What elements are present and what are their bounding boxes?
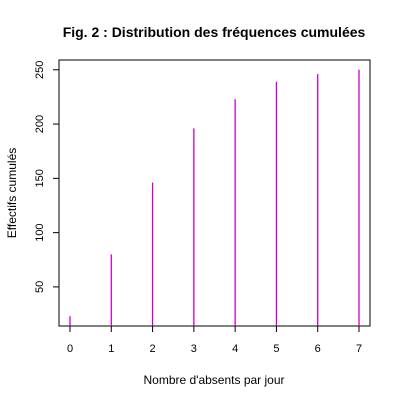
x-tick-label-4: 4 (232, 343, 238, 355)
x-axis-label: Nombre d'absents par jour (143, 373, 284, 387)
x-axis: 0 1 2 3 4 5 6 7 (67, 326, 362, 355)
y-tick-label-200: 200 (34, 115, 46, 133)
y-tick-label-50: 50 (34, 281, 46, 293)
x-tick-label-6: 6 (315, 343, 321, 355)
x-tick-label-5: 5 (273, 343, 279, 355)
y-axis-label: Effectifs cumulés (5, 148, 19, 238)
y-axis: 50 100 150 200 250 (34, 61, 59, 293)
y-tick-label-150: 150 (34, 169, 46, 187)
x-tick-label-3: 3 (191, 343, 197, 355)
bars-group (69, 69, 360, 326)
x-tick-label-7: 7 (356, 343, 362, 355)
chart-title: Fig. 2 : Distribution des fréquences cum… (63, 24, 366, 40)
x-tick-label-0: 0 (67, 343, 73, 355)
plot-frame (58, 59, 371, 327)
y-tick-label-100: 100 (34, 223, 46, 241)
y-tick-label-250: 250 (34, 61, 46, 79)
x-tick-label-1: 1 (108, 343, 114, 355)
x-tick-label-2: 2 (150, 343, 156, 355)
